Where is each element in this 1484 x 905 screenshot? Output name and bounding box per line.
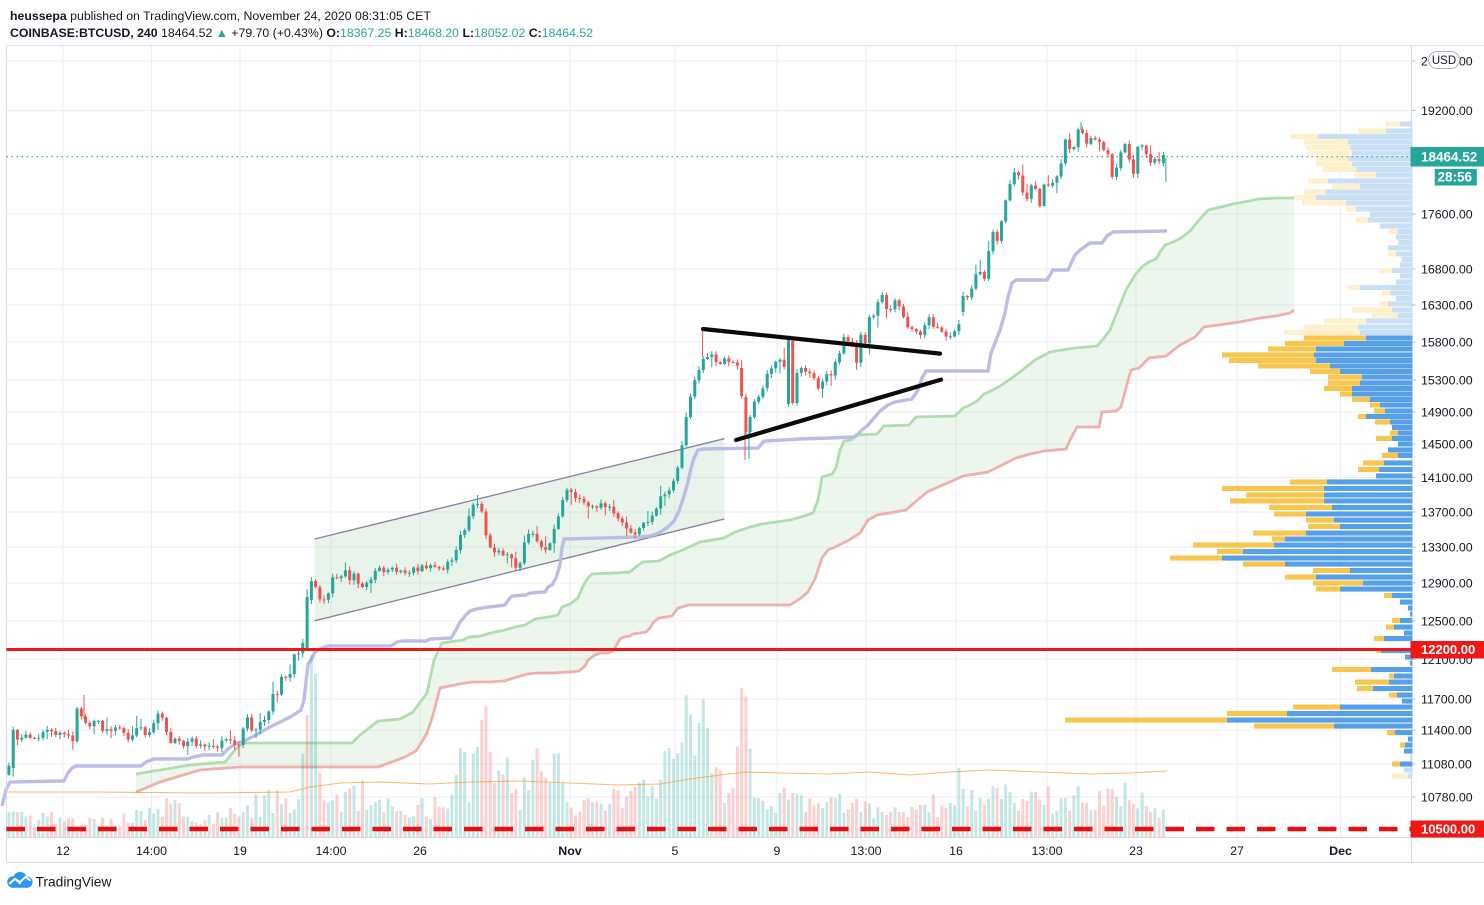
svg-text:14500.00: 14500.00 [1421,438,1473,452]
svg-text:12500.00: 12500.00 [1421,615,1473,629]
svg-text:13700.00: 13700.00 [1421,506,1473,520]
svg-text:19200.00: 19200.00 [1421,104,1473,118]
svg-text:15800.00: 15800.00 [1421,336,1473,350]
svg-text:12: 12 [56,844,70,858]
svg-text:19: 19 [233,844,247,858]
svg-text:12200.00: 12200.00 [1421,642,1475,657]
svg-text:13300.00: 13300.00 [1421,541,1473,555]
svg-text:10780.00: 10780.00 [1421,791,1473,805]
svg-text:12900.00: 12900.00 [1421,577,1473,591]
svg-text:heussepa published on TradingV: heussepa published on TradingView.com, N… [10,9,431,23]
svg-text:17600.00: 17600.00 [1421,208,1473,222]
svg-text:18464.52: 18464.52 [1421,150,1477,165]
svg-text:14900.00: 14900.00 [1421,406,1473,420]
svg-text:27: 27 [1230,844,1244,858]
svg-text:Dec: Dec [1329,844,1352,858]
svg-text:11080.00: 11080.00 [1421,758,1472,772]
svg-text:23: 23 [1129,844,1143,858]
svg-text:Nov: Nov [558,844,582,858]
svg-text:USD: USD [1432,55,1456,67]
svg-text:COINBASE:BTCUSD, 240 18464.52: COINBASE:BTCUSD, 240 18464.52 ▲ +79.70 (… [10,26,593,40]
svg-text:5: 5 [672,844,679,858]
svg-text:11700.00: 11700.00 [1421,693,1472,707]
svg-text:14:00: 14:00 [136,844,167,858]
svg-text:14100.00: 14100.00 [1421,471,1473,485]
svg-text:16: 16 [949,844,963,858]
svg-text:16300.00: 16300.00 [1421,299,1473,313]
svg-text:TradingView: TradingView [36,875,112,890]
svg-text:14:00: 14:00 [315,844,346,858]
svg-text:13:00: 13:00 [850,844,881,858]
svg-text:26: 26 [413,844,427,858]
svg-text:13:00: 13:00 [1031,844,1062,858]
svg-text:28:56: 28:56 [1437,170,1472,185]
svg-text:11400.00: 11400.00 [1421,724,1472,738]
svg-text:16800.00: 16800.00 [1421,263,1473,277]
svg-text:9: 9 [774,844,781,858]
svg-text:10500.00: 10500.00 [1421,822,1475,837]
svg-text:15300.00: 15300.00 [1421,374,1473,388]
